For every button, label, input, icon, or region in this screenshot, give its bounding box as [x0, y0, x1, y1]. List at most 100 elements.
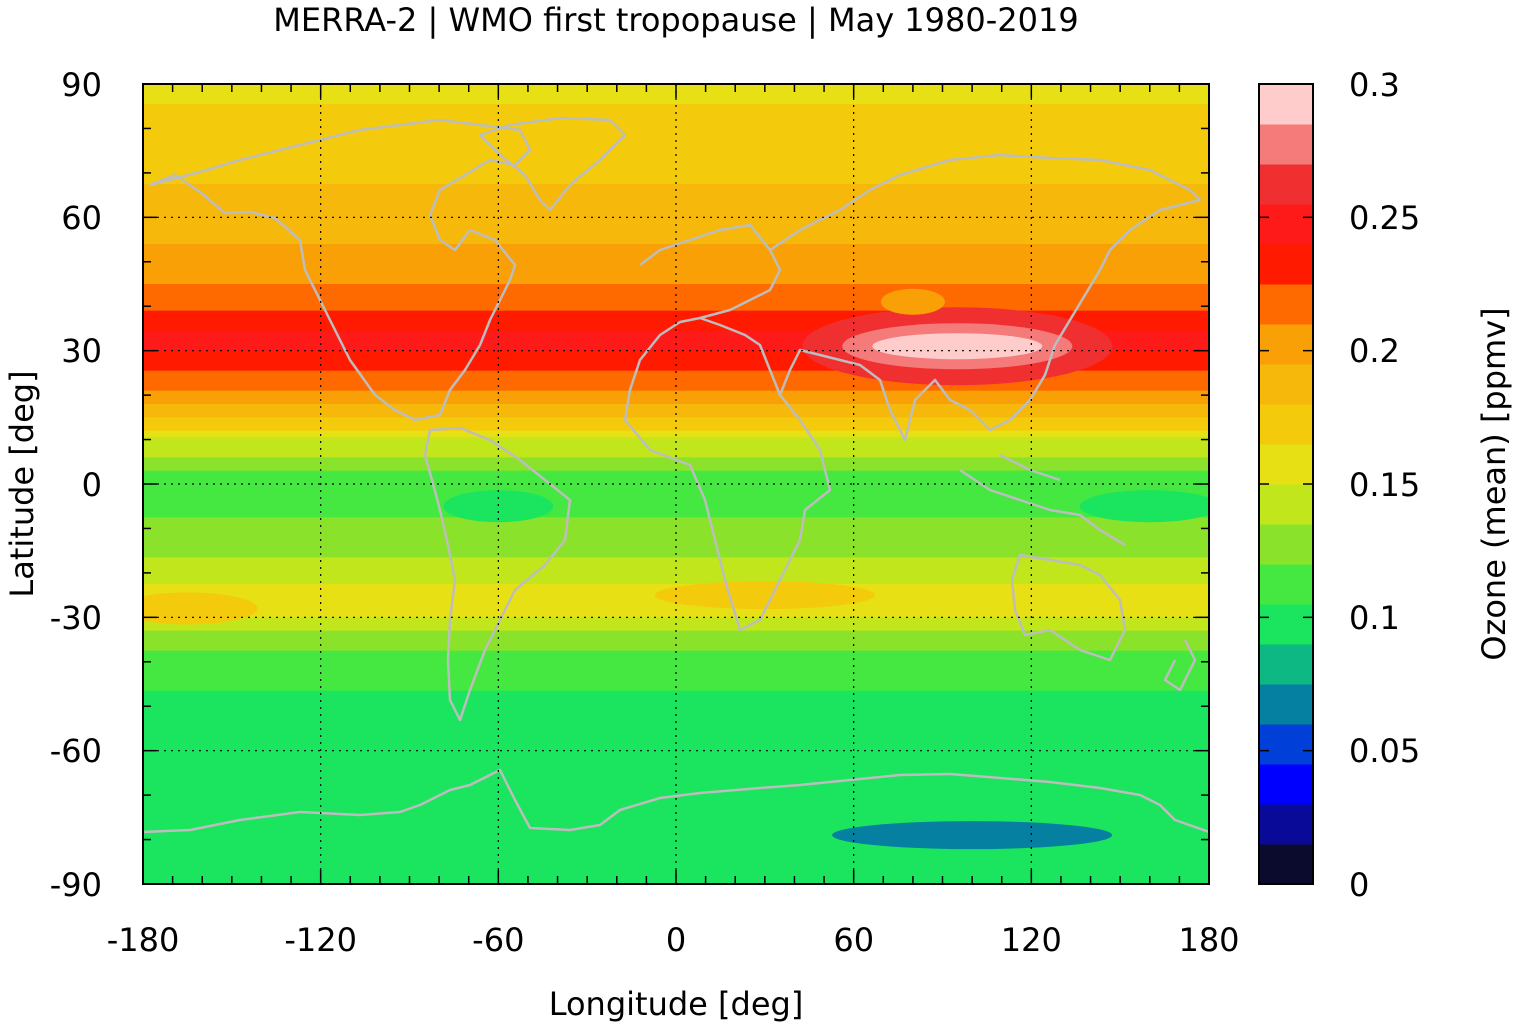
- plot-frame: [142, 83, 1210, 885]
- heatmap-band: [143, 184, 1209, 192]
- heatmap-band: [143, 437, 1209, 445]
- heatmap-band: [143, 510, 1209, 518]
- heatmap-band: [143, 650, 1209, 658]
- heatmap-band: [143, 317, 1209, 325]
- coastline-australia: [1010, 553, 1127, 662]
- heatmap-band: [143, 730, 1209, 738]
- colorbar-cell: [1259, 284, 1313, 325]
- heatmap-band: [143, 797, 1209, 805]
- colorbar-cell: [1259, 684, 1313, 725]
- x-tick-labels: -180 -120 -60 0 60 120 180: [107, 921, 1240, 959]
- x-tick-label: 120: [1001, 921, 1062, 959]
- heatmap-band: [143, 244, 1209, 252]
- heatmap-band: [143, 177, 1209, 185]
- heatmap-band: [143, 344, 1209, 352]
- heatmap-band: [143, 210, 1209, 218]
- heatmap-band: [143, 477, 1209, 485]
- colorbar-cell: [1259, 124, 1313, 165]
- heatmap-band: [143, 624, 1209, 632]
- colorbar-tick-label: 0.1: [1349, 599, 1400, 637]
- colorbar-cell: [1259, 524, 1313, 565]
- coastline-southeast-asia: [959, 453, 1126, 547]
- heatmap-band: [143, 204, 1209, 212]
- heatmap-band: [143, 770, 1209, 778]
- colorbar-tick-label: 0.2: [1349, 332, 1400, 370]
- colorbar-tick-label: 0.05: [1349, 732, 1420, 770]
- coastline-south-america: [423, 426, 572, 722]
- heatmap-band: [143, 530, 1209, 538]
- y-tick-label: -60: [50, 732, 102, 770]
- x-tick-label: -180: [107, 921, 180, 959]
- colorbar-cell: [1259, 404, 1313, 445]
- heatmap-band: [143, 790, 1209, 798]
- colorbar-cell: [1259, 564, 1313, 605]
- heatmap-band: [143, 170, 1209, 178]
- y-axis-title: Latitude [deg]: [3, 370, 41, 597]
- colorbar-tick-label: 0.15: [1349, 466, 1420, 504]
- heatmap-band: [143, 297, 1209, 305]
- heatmap-band: [143, 517, 1209, 525]
- heatmap-band: [143, 190, 1209, 198]
- coastline-asia: [769, 153, 1202, 442]
- colorbar-cell: [1259, 164, 1313, 205]
- colorbar-cell: [1259, 204, 1313, 245]
- heatmap-band: [143, 157, 1209, 165]
- colorbar-cell: [1259, 604, 1313, 645]
- colorbar-cell: [1259, 444, 1313, 485]
- coastline-greenland: [478, 116, 627, 212]
- coastline-europe-africa: [623, 223, 832, 632]
- colorbar-title: Ozone (mean) [ppmv]: [1475, 307, 1513, 660]
- y-tick-label: -30: [50, 599, 102, 637]
- heatmap-band: [143, 364, 1209, 372]
- heatmap-band: [143, 230, 1209, 238]
- colorbar-cell: [1259, 484, 1313, 525]
- heatmap-band: [143, 670, 1209, 678]
- colorbar-cell: [1259, 84, 1313, 125]
- heatmap-band: [143, 490, 1209, 498]
- colorbar-cell: [1259, 724, 1313, 765]
- heatmap-feature: [143, 592, 258, 625]
- heatmap-band: [143, 644, 1209, 652]
- heatmap-band: [143, 450, 1209, 458]
- heatmap-band: [143, 444, 1209, 452]
- heatmap-band: [143, 464, 1209, 472]
- colorbar-tick-labels: 0.3 0.25 0.2 0.15 0.1 0.05 0: [1349, 66, 1420, 904]
- heatmap-band: [143, 337, 1209, 345]
- heatmap-feature: [654, 581, 875, 610]
- colorbar-cell: [1259, 644, 1313, 685]
- heatmap-band: [143, 304, 1209, 312]
- heatmap-band: [143, 757, 1209, 765]
- field-features: [143, 288, 1209, 850]
- heatmap-band: [143, 330, 1209, 338]
- heatmap-band: [143, 864, 1209, 872]
- heatmap-band: [143, 110, 1209, 118]
- heatmap-band: [143, 664, 1209, 672]
- heatmap-band: [143, 357, 1209, 365]
- y-tick-label: 0: [82, 466, 102, 504]
- colorbar-cell: [1259, 804, 1313, 845]
- heatmap-band: [143, 737, 1209, 745]
- coastline-north-america: [148, 118, 532, 422]
- coastlines: [143, 116, 1209, 834]
- heatmap-band: [143, 217, 1209, 225]
- coastline-new-zealand: [1163, 639, 1197, 692]
- heatmap-band: [143, 250, 1209, 258]
- y-tick-labels: 90 60 30 0 -30 -60 -90: [50, 66, 102, 904]
- x-tick-label: 60: [833, 921, 874, 959]
- heatmap-band: [143, 164, 1209, 172]
- heatmap-band: [143, 484, 1209, 492]
- y-tick-label: 60: [61, 199, 102, 237]
- x-axis-title: Longitude [deg]: [549, 985, 804, 1023]
- heatmap-band: [143, 604, 1209, 612]
- x-tick-label: -120: [284, 921, 357, 959]
- colorbar: 0.3 0.25 0.2 0.15 0.1 0.05 0 Ozone (mean…: [1258, 66, 1513, 904]
- heatmap-band: [143, 630, 1209, 638]
- heatmap-band: [143, 237, 1209, 245]
- heatmap-band: [143, 857, 1209, 865]
- heatmap-band: [143, 617, 1209, 625]
- heatmap-band: [143, 504, 1209, 512]
- colorbar-cells: [1259, 84, 1313, 885]
- heatmap-band: [143, 750, 1209, 758]
- heatmap-band: [143, 610, 1209, 618]
